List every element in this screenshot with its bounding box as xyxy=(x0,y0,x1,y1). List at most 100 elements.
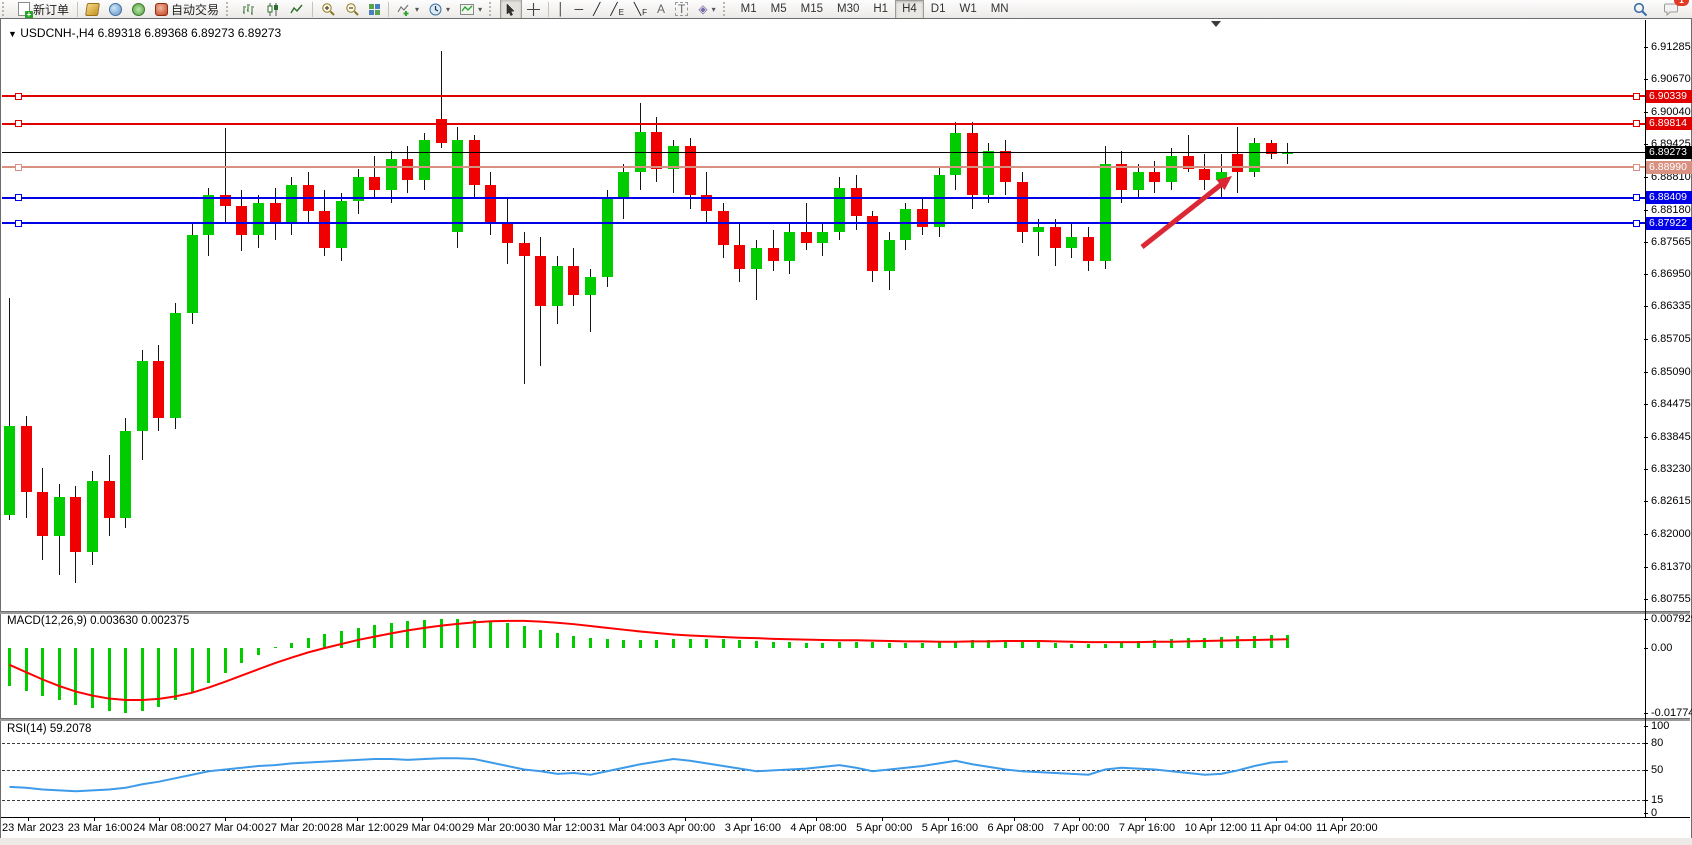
macd-histogram-bar xyxy=(655,639,659,648)
fibonacci-tool-button[interactable]: ╲ F xyxy=(629,0,652,19)
macd-histogram-bar xyxy=(539,629,543,648)
toolbar-grip[interactable] xyxy=(722,2,731,16)
time-axis-tick xyxy=(487,817,489,821)
price-axis-label: 6.90040 xyxy=(1651,106,1691,119)
indicators-button[interactable]: ▾ xyxy=(392,0,424,19)
price-line-6.88990[interactable] xyxy=(2,166,1645,169)
bar-chart-button[interactable] xyxy=(237,0,261,19)
cursor-icon xyxy=(506,2,515,16)
template-button[interactable]: ▾ xyxy=(455,0,487,19)
price-line-6.89273[interactable] xyxy=(2,151,1645,153)
candle-body xyxy=(634,131,646,172)
toolbar-grip[interactable] xyxy=(2,2,10,16)
vertical-line-tool-button[interactable]: │ xyxy=(552,0,570,19)
timeframe-menu-button[interactable]: ▾ xyxy=(424,0,455,19)
candle-body xyxy=(1166,156,1177,183)
panel-separator[interactable] xyxy=(0,718,1690,721)
macd-histogram-bar xyxy=(1186,638,1190,648)
time-axis-label: 31 Mar 04:00 xyxy=(593,822,659,834)
bar-chart-icon xyxy=(243,3,255,15)
zoom-out-button[interactable] xyxy=(340,0,364,19)
macd-histogram-bar xyxy=(1020,641,1024,648)
text-label-tool-button[interactable]: T xyxy=(670,0,693,19)
timeframe-button-h4[interactable]: H4 xyxy=(895,0,924,19)
line-handle[interactable] xyxy=(1633,194,1640,202)
time-axis-label: 7 Apr 00:00 xyxy=(1053,822,1110,834)
macd-histogram-bar xyxy=(273,647,277,649)
price-axis-label: 6.84475 xyxy=(1651,397,1691,410)
price-axis-label: 6.82615 xyxy=(1651,495,1691,508)
line-handle[interactable] xyxy=(15,163,22,171)
timeframe-button-m30[interactable]: M30 xyxy=(836,3,860,15)
macd-histogram-bar xyxy=(1253,635,1256,648)
community-button[interactable] xyxy=(104,0,127,19)
price-line-6.88409[interactable] xyxy=(2,196,1645,199)
time-axis-tick xyxy=(28,817,29,821)
tile-windows-button[interactable] xyxy=(364,0,385,19)
price-axis-border xyxy=(1645,20,1646,817)
chart-window[interactable] xyxy=(0,18,1692,845)
line-handle[interactable] xyxy=(1633,219,1640,227)
line-handle[interactable] xyxy=(1633,163,1640,171)
price-line-6.89814[interactable] xyxy=(2,122,1645,125)
time-axis-tick xyxy=(816,817,818,821)
line-handle[interactable] xyxy=(15,219,22,227)
line-handle[interactable] xyxy=(15,120,22,128)
timeframe-button-m1[interactable]: M1 xyxy=(740,3,757,15)
auto-trading-button[interactable]: 自动交易 xyxy=(150,0,224,19)
candlestick-chart-button[interactable] xyxy=(261,0,285,19)
line-handle[interactable] xyxy=(15,194,22,202)
horizontal-line-tool-button[interactable]: ─ xyxy=(570,0,589,19)
notifications-button[interactable]: 1 xyxy=(1659,0,1689,19)
chart-quotes-label: 6.89318 6.89368 6.89273 6.89273 xyxy=(97,26,282,40)
line-chart-button[interactable] xyxy=(285,0,309,19)
candle-body xyxy=(253,203,264,235)
macd-histogram-bar xyxy=(423,619,426,648)
timeframe-button-d1[interactable]: D1 xyxy=(930,3,946,15)
macd-label: MACD(12,26,9) 0.003630 0.002375 xyxy=(7,615,190,627)
macd-histogram-bar xyxy=(688,638,692,648)
candle-body xyxy=(1215,171,1227,180)
line-handle[interactable] xyxy=(1633,92,1640,100)
trendline-tool-button[interactable]: ╱ xyxy=(588,0,605,19)
timeframe-button-m5[interactable]: M5 xyxy=(770,3,787,15)
timeframe-button-m15[interactable]: M15 xyxy=(800,3,823,15)
price-line-6.90339[interactable] xyxy=(2,95,1645,98)
text-tool-button[interactable]: A xyxy=(652,0,670,19)
one-click-collapse-icon[interactable]: ▼ xyxy=(8,29,17,39)
macd-histogram-bar xyxy=(140,648,144,711)
candle-body xyxy=(800,232,812,243)
macd-histogram-bar xyxy=(638,639,642,648)
price-tag-6.87922: 6.87922 xyxy=(1646,216,1692,230)
chart-shift-marker[interactable] xyxy=(1211,21,1221,27)
dropdown-caret-icon: ▾ xyxy=(446,4,451,14)
dropdown-caret-icon: ▾ xyxy=(415,4,420,14)
signals-button[interactable] xyxy=(127,0,150,19)
timeframe-button-w1[interactable]: W1 xyxy=(959,3,977,15)
crosshair-tool-button[interactable] xyxy=(522,0,545,19)
line-handle[interactable] xyxy=(15,92,22,100)
line-handle[interactable] xyxy=(1633,120,1640,128)
toolbar-grip[interactable] xyxy=(226,2,234,16)
new-order-button[interactable]: + 新订单 xyxy=(13,0,74,19)
search-icon xyxy=(1633,2,1648,16)
candle-body xyxy=(601,198,613,277)
time-axis-label: 23 Mar 2023 xyxy=(2,822,64,834)
zoom-in-button[interactable] xyxy=(316,0,340,19)
market-button[interactable] xyxy=(81,0,104,19)
panel-separator[interactable] xyxy=(0,611,1690,614)
macd-histogram-bar xyxy=(572,635,576,648)
macd-axis-tick xyxy=(1644,648,1648,649)
price-axis-label: 6.85090 xyxy=(1651,365,1691,378)
cursor-tool-button[interactable] xyxy=(500,0,523,19)
price-axis-tick xyxy=(1644,112,1648,114)
shapes-tool-button[interactable]: ◈ ▾ xyxy=(693,0,720,19)
toolbar-grip[interactable] xyxy=(489,2,497,16)
channel-tool-button[interactable]: ╱ E xyxy=(605,0,629,19)
price-line-6.87922[interactable] xyxy=(2,222,1645,225)
timeframe-button-mn[interactable]: MN xyxy=(990,3,1009,15)
macd-histogram-bar xyxy=(721,639,725,648)
candle-body xyxy=(87,481,98,552)
timeframe-button-h1[interactable]: H1 xyxy=(873,3,889,15)
search-button[interactable] xyxy=(1628,0,1653,19)
